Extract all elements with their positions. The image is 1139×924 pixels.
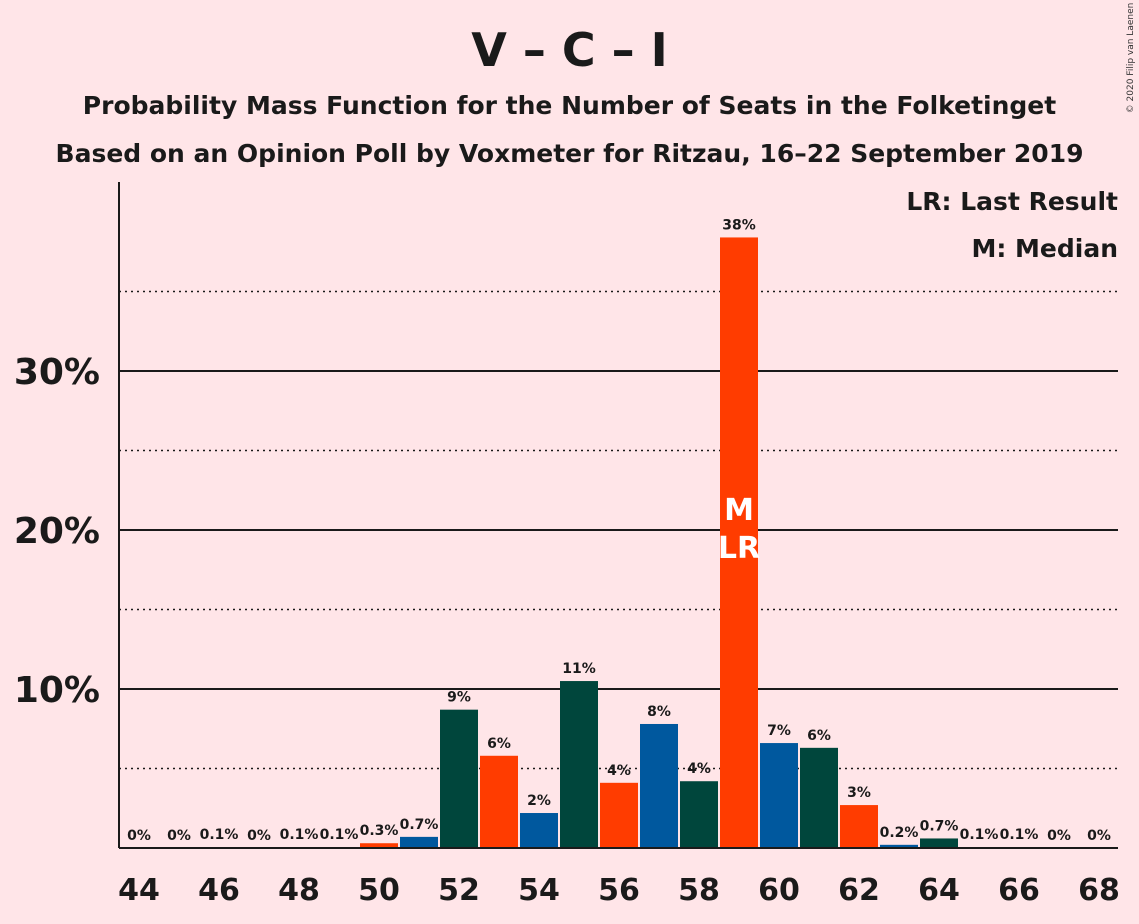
y-tick-label: 10% [14, 670, 100, 711]
x-tick-label: 50 [358, 873, 400, 908]
x-tick-label: 54 [518, 873, 560, 908]
bar-value-label: 0% [1087, 828, 1111, 844]
y-tick-labels: 10% 20% 30% [14, 352, 100, 711]
bar-seats-63 [880, 844, 918, 848]
x-tick-label: 56 [598, 873, 640, 908]
bar-seats-53 [480, 755, 518, 848]
bar-value-label: 4% [607, 763, 631, 779]
bar-value-label: 2% [527, 793, 551, 809]
bar-value-label: 0.3% [360, 823, 399, 839]
bar-value-label: 7% [767, 723, 791, 739]
bar-value-label: 0% [127, 828, 151, 844]
bar-value-label: 0.1% [960, 827, 999, 843]
bar-seats-62 [840, 805, 878, 848]
bar-value-label: 0% [167, 828, 191, 844]
axes [118, 182, 1118, 849]
bar-seats-64 [920, 838, 958, 848]
bar-seats-58 [680, 781, 718, 848]
bar-seats-60 [760, 743, 798, 848]
bar-value-label: 3% [847, 785, 871, 801]
bar-seats-59 [720, 237, 758, 848]
bar-seats-57 [640, 723, 678, 848]
x-tick-label: 62 [838, 873, 880, 908]
chart-subtitle-2: Based on an Opinion Poll by Voxmeter for… [56, 139, 1084, 168]
chart-subtitle-1: Probability Mass Function for the Number… [83, 91, 1056, 120]
bar-seats-52 [440, 709, 478, 848]
bar-value-label: 6% [487, 736, 511, 752]
x-tick-label: 48 [278, 873, 320, 908]
bar-value-label: 4% [687, 761, 711, 777]
bar-value-label: 0.1% [200, 827, 239, 843]
x-tick-label: 68 [1078, 873, 1120, 908]
legend-last-result: LR: Last Result [906, 187, 1118, 216]
bar-value-label: 8% [647, 704, 671, 720]
bar-value-label: 9% [447, 690, 471, 706]
y-tick-label: 20% [14, 511, 100, 552]
bar-value-label: 0.7% [400, 817, 439, 833]
bar-seats-56 [600, 782, 638, 848]
gridlines [119, 290, 1118, 770]
bar-value-label: 6% [807, 728, 831, 744]
bars [200, 237, 1038, 848]
bar-value-label: 0.1% [280, 827, 319, 843]
x-tick-label: 60 [758, 873, 800, 908]
x-tick-label: 58 [678, 873, 720, 908]
bar-seats-50 [360, 843, 398, 848]
x-tick-label: 66 [998, 873, 1040, 908]
last-result-marker: LR [718, 531, 760, 566]
bar-value-label: 0% [247, 828, 271, 844]
bar-value-label: 0.7% [920, 818, 959, 834]
legend-median: M: Median [971, 234, 1118, 263]
x-tick-label: 52 [438, 873, 480, 908]
bar-seats-55 [560, 681, 598, 848]
x-tick-label: 44 [118, 873, 160, 908]
bar-labels: 0% 0% 0.1% 0% 0.1% 0.1% 0.3% 0.7%9%6%2%11%4%8%4… [127, 217, 1111, 844]
chart-title: V – C – I [471, 23, 668, 77]
bar-seats-61 [800, 747, 838, 848]
x-tick-label: 46 [198, 873, 240, 908]
bar-seats-54 [520, 813, 558, 848]
bar-seats-51 [400, 836, 438, 848]
bar-value-label: 38% [722, 217, 756, 233]
bar-value-label: 0.1% [1000, 827, 1039, 843]
median-last-result-markers: MLR [718, 493, 760, 566]
y-tick-label: 30% [14, 352, 100, 393]
copyright-notice: © 2020 Filip van Laenen [1126, 3, 1136, 114]
x-tick-label: 64 [918, 873, 960, 908]
bar-value-label: 0.2% [880, 825, 919, 841]
median-marker: M [724, 493, 754, 528]
bar-value-label: 11% [562, 661, 596, 677]
bar-value-label: 0.1% [320, 827, 359, 843]
x-tick-labels: 44 46 48 50 52 54 56 58 60 62 64 66 68 [118, 873, 1120, 908]
bar-value-label: 0% [1047, 828, 1071, 844]
